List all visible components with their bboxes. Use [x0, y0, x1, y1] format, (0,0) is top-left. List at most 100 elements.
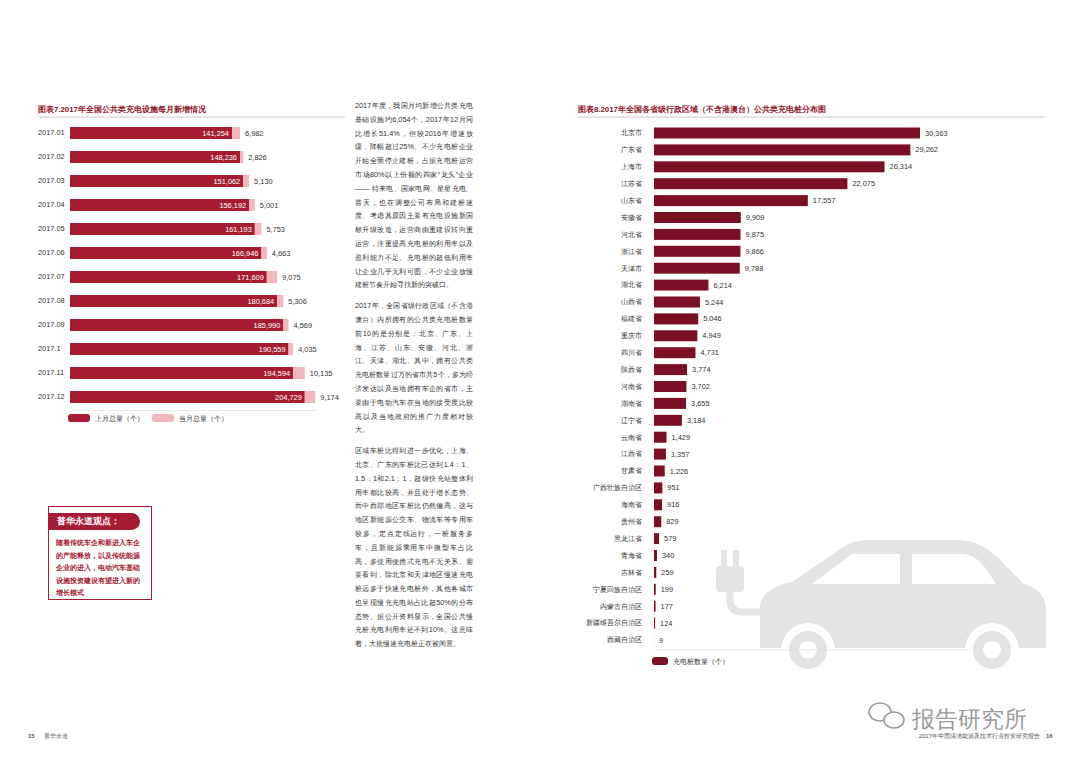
y-tick: 黑龙江省	[614, 534, 642, 543]
bar	[70, 319, 283, 331]
bar	[654, 178, 847, 189]
data-label: 3,655	[691, 399, 710, 408]
y-tick-label: 湖南省	[621, 399, 642, 408]
legend-label: 充电桩数量（个）	[673, 657, 729, 666]
data-label: 4,569	[294, 321, 313, 330]
data-label: 180,684	[247, 297, 274, 306]
watermark-icon	[884, 712, 904, 728]
bar	[654, 567, 656, 578]
data-labels: 30,36329,26226,31422,07517,5579,9099,875…	[659, 129, 948, 645]
bar	[277, 295, 283, 307]
footer-title: 2017年中国清洁能源及技术行业投资研究报告	[919, 732, 1040, 739]
footer-name: 普华永道	[44, 732, 68, 739]
data-label: 10,135	[310, 369, 333, 378]
y-tick-label: 山西省	[621, 297, 642, 306]
y-tick-label: 新疆维吾尔自治区	[586, 618, 642, 627]
y-tick-label: 浙江省	[621, 247, 642, 256]
data-label: 3,774	[692, 365, 711, 374]
y-tick: 天津市	[621, 264, 642, 273]
bar	[654, 246, 740, 257]
y-tick-label: 江苏省	[621, 179, 642, 188]
y-tick-label: 宁夏回族自治区	[593, 585, 642, 594]
bar	[654, 499, 662, 510]
y-tick: 西藏自治区	[607, 635, 642, 644]
data-label: 5,130	[254, 177, 273, 186]
data-label: 161,193	[225, 225, 252, 234]
y-tick: 广西壮族自治区	[593, 483, 642, 492]
y-tick-label: 2017.1	[38, 344, 61, 353]
bar	[654, 550, 657, 561]
data-label: 9,174	[320, 393, 339, 402]
legend: 充电桩数量（个）	[652, 657, 729, 666]
y-tick: 山东省	[621, 196, 642, 205]
y-tick: 陕西省	[621, 365, 642, 374]
data-label: 1,226	[670, 467, 689, 476]
x-axis-line	[655, 649, 970, 650]
y-tick: 宁夏回族自治区	[593, 585, 642, 594]
y-tick: 新疆维吾尔自治区	[586, 618, 642, 627]
y-axis: 北京市广东省上海市江苏省山东省安徽省河北省浙江省天津市湖北省山西省福建省重庆市四…	[586, 128, 642, 644]
data-label: 9,875	[746, 230, 765, 239]
data-label: 259	[661, 568, 673, 577]
bar	[654, 449, 666, 460]
legend-swatch	[152, 414, 174, 422]
bar	[654, 516, 661, 527]
bar	[654, 229, 741, 240]
y-tick: 2017.01	[38, 128, 65, 137]
data-label: 5,001	[260, 201, 279, 210]
bar	[654, 297, 700, 308]
bar	[267, 271, 277, 283]
y-tick: 北京市	[621, 128, 642, 137]
car-plug	[716, 566, 744, 592]
car-wheel	[973, 631, 1011, 669]
bar	[654, 398, 686, 409]
data-label: 3,702	[691, 382, 710, 391]
bar	[654, 212, 741, 223]
y-tick-label: 2017.09	[38, 320, 65, 329]
bar	[654, 381, 686, 392]
bar	[243, 175, 249, 187]
data-label: 190,559	[259, 345, 286, 354]
bar	[255, 223, 262, 235]
y-tick-label: 辽宁省	[621, 416, 642, 425]
y-tick-label: 吉林省	[621, 568, 642, 577]
data-label: 5,306	[288, 297, 307, 306]
y-tick-label: 青海省	[621, 551, 642, 560]
y-tick-label: 广西壮族自治区	[593, 483, 642, 492]
data-label: 30,363	[925, 129, 948, 138]
data-label: 9,788	[745, 264, 764, 273]
bar	[654, 635, 655, 646]
car-illustration	[716, 540, 1046, 677]
y-tick-label: 广东省	[621, 145, 642, 154]
data-label: 579	[664, 534, 676, 543]
y-tick-label: 北京市	[621, 128, 642, 137]
y-tick: 2017.06	[38, 248, 65, 257]
data-label: 4,731	[700, 348, 719, 357]
y-tick: 2017.07	[38, 272, 65, 281]
y-tick: 河北省	[621, 230, 642, 239]
data-labels: 141,254148,236151,062156,192161,193166,9…	[202, 129, 339, 402]
data-label: 951	[667, 483, 679, 492]
car-window	[912, 554, 996, 584]
bar	[283, 319, 288, 331]
bar	[654, 364, 687, 375]
bar	[654, 313, 698, 324]
bar	[70, 295, 277, 307]
y-tick: 2017.03	[38, 176, 65, 185]
data-label: 6,214	[713, 281, 732, 290]
chart-title: 图表8.2017年全国各省级行政区域（不含港澳台）公共类充电桩分布图	[578, 104, 826, 114]
y-tick: 吉林省	[621, 568, 642, 577]
paragraph: 区域车桩比得到进一步优化，上海、北京、广东的车桩比已达到1.4：1、1.5：1和…	[355, 444, 473, 651]
watermark-text: 报告研究所	[911, 706, 1027, 732]
y-tick-label: 2017.04	[38, 200, 65, 209]
data-label: 171,609	[237, 273, 264, 282]
data-label: 141,254	[202, 129, 229, 138]
bar	[654, 144, 910, 155]
bar	[70, 343, 289, 355]
bars	[70, 127, 315, 403]
y-tick: 2017.02	[38, 152, 65, 161]
y-tick: 2017.04	[38, 200, 65, 209]
y-tick-label: 福建省	[621, 314, 642, 323]
y-tick-label: 西藏自治区	[607, 635, 642, 644]
data-label: 124	[660, 619, 672, 628]
